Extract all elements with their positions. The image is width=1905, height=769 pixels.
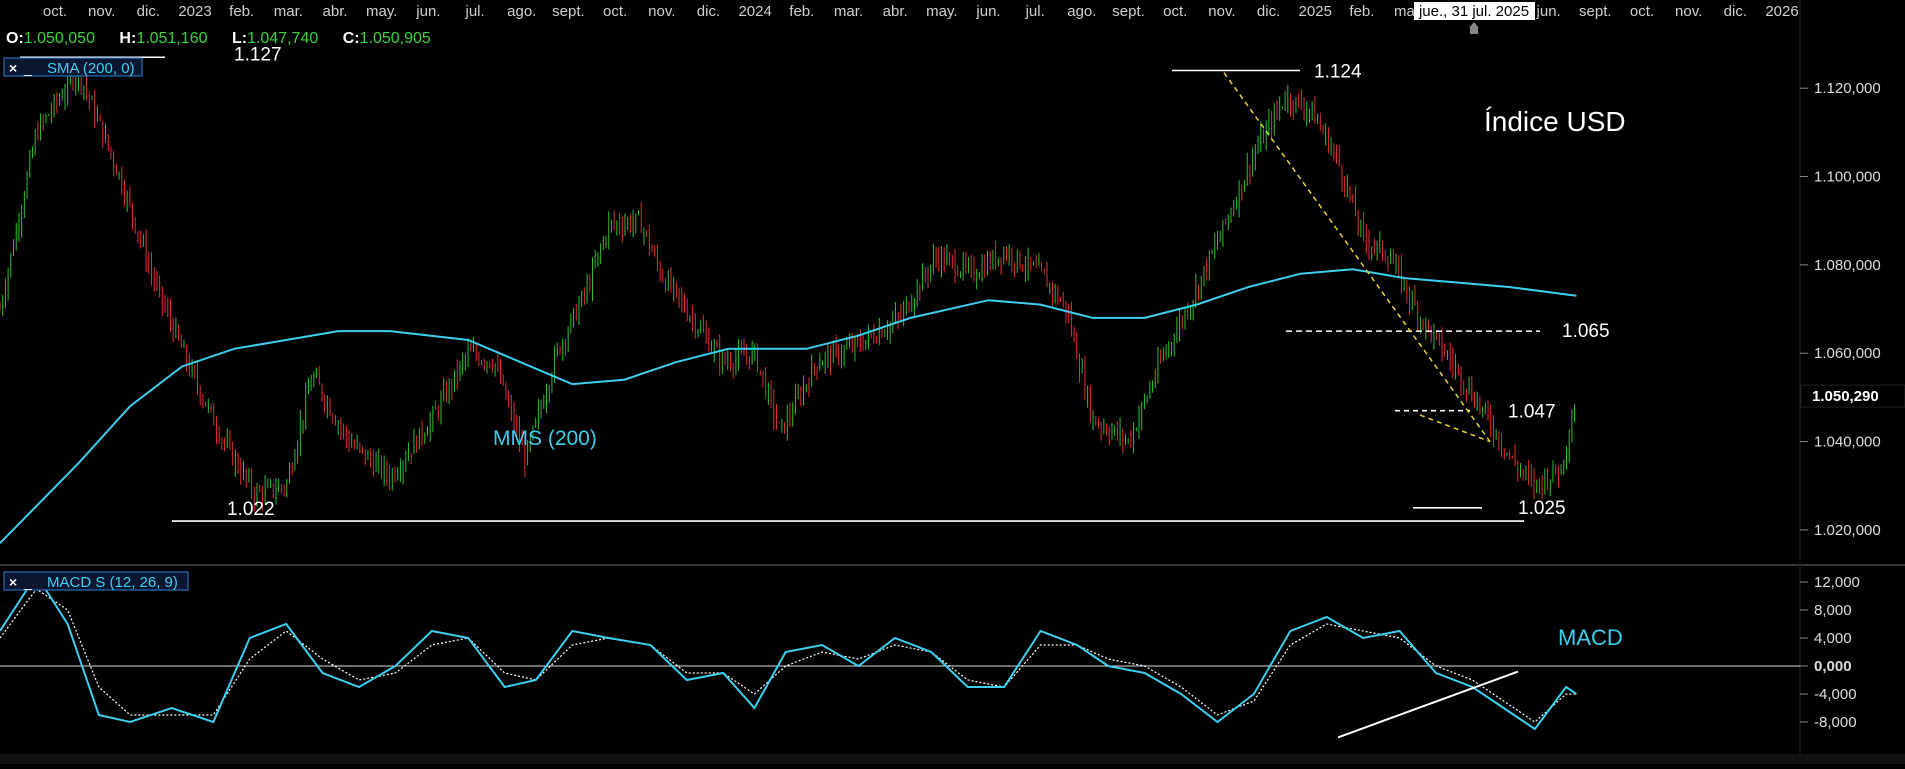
y-tick-label: 12,000: [1814, 574, 1860, 591]
top-date-axis: [0, 0, 1800, 21]
macd-y-axis: 12,000 8,000 4,000 0,000 -4,000 -8,000: [1800, 574, 1860, 731]
date-tick-label: dic.: [1724, 3, 1747, 20]
ohlc-readout: O:1.050,050 H:1.051,160 L:1.047,740 C:1.…: [6, 30, 431, 47]
sma-label: MMS (200): [493, 427, 597, 450]
date-tick-label: oct.: [603, 3, 627, 20]
level-label: 1.047: [1508, 402, 1556, 423]
sma-indicator-chip[interactable]: × _ SMA (200, 0): [3, 57, 143, 77]
y-tick-label: 8,000: [1814, 602, 1852, 619]
y-tick-label: 1.080,000: [1814, 257, 1881, 274]
top-date-axis-labels: oct. nov. dic. 2023 feb. mar. abr. may. jun. jul.…: [43, 3, 1799, 20]
chart-title: Índice USD: [1484, 106, 1626, 137]
price-candles: [0, 62, 1576, 512]
date-tick-label: feb.: [229, 3, 254, 20]
date-tick-label: abr.: [323, 3, 348, 20]
level-label: 1.127: [234, 44, 282, 65]
level-label: 1.022: [227, 499, 275, 520]
y-tick-label: -8,000: [1814, 714, 1857, 731]
date-tick-label: nov.: [648, 3, 675, 20]
date-tick-label: jun.: [415, 3, 440, 20]
ohlc-close-label: C:: [343, 30, 360, 47]
date-tick-label: ago.: [507, 3, 536, 20]
sma-200-line: [0, 268, 1577, 544]
date-tick-label: sept.: [1579, 3, 1612, 20]
date-tick-label: jul.: [464, 3, 484, 20]
date-tick-label: mar.: [834, 3, 863, 20]
last-price-badge: [1800, 384, 1905, 408]
ohlc-close-value: 1.050,905: [360, 30, 431, 47]
y-tick-label: 1.120,000: [1814, 80, 1881, 97]
cursor-date-badge: jue., 31 jul. 2025: [1414, 2, 1535, 34]
macd-series: [0, 573, 1800, 739]
date-tick-label: dic.: [137, 3, 160, 20]
date-tick-label: may.: [926, 3, 957, 20]
sma-chip-label: SMA (200, 0): [47, 60, 135, 77]
macd-signal-line: [0, 588, 1577, 723]
ohlc-low-label: L:: [232, 30, 247, 47]
date-tick-label: nov.: [88, 3, 115, 20]
date-tick-label: mar.: [274, 3, 303, 20]
date-tick-label: oct.: [1163, 3, 1187, 20]
y-tick-label: 1.060,000: [1814, 345, 1881, 362]
ohlc-high-label: H:: [119, 30, 136, 47]
level-label: 1.124: [1314, 62, 1362, 83]
date-tick-label: dic.: [1257, 3, 1280, 20]
downtrend-line: [1223, 72, 1491, 443]
date-tick-label: oct.: [43, 3, 67, 20]
macd-trendline: [1337, 670, 1519, 739]
date-tick-label: jun.: [1536, 3, 1561, 20]
y-tick-label: 1.040,000: [1814, 434, 1881, 451]
price-annotations: 1.127 1.124 1.065 1.047 1.025 1.022 MMS (200): [20, 44, 1610, 522]
cursor-marker-icon: [1469, 22, 1479, 34]
close-icon[interactable]: ×: [9, 60, 17, 76]
date-tick-label: nov.: [1675, 3, 1702, 20]
macd-indicator-chip[interactable]: × _ MACD S (12, 26, 9): [3, 571, 189, 591]
date-tick-label: feb.: [789, 3, 814, 20]
date-tick-label: feb.: [1349, 3, 1374, 20]
date-tick-label: 2023: [178, 3, 211, 20]
date-tick-label: abr.: [883, 3, 908, 20]
y-tick-label: 1.100,000: [1814, 169, 1881, 186]
price-y-axis: 1.120,000 1.100,000 1.080,000 1.060,000 1.04…: [1800, 80, 1905, 539]
ohlc-low-value: 1.047,740: [247, 30, 318, 47]
breakout-line: [1419, 414, 1491, 443]
minimize-icon[interactable]: _: [23, 60, 32, 76]
bottom-scrollbar[interactable]: [0, 754, 1905, 764]
date-tick-label: 2025: [1299, 3, 1332, 20]
date-tick-label: sept.: [552, 3, 585, 20]
date-tick-label: 2026: [1765, 3, 1798, 20]
date-tick-label: ago.: [1067, 3, 1096, 20]
date-tick-label: jul.: [1025, 3, 1045, 20]
date-tick-label: may.: [366, 3, 397, 20]
last-price-label: 1.050,290: [1812, 388, 1879, 405]
ohlc-open-label: O:: [6, 30, 24, 47]
close-icon[interactable]: ×: [9, 574, 17, 590]
date-tick-label: 2024: [738, 3, 771, 20]
level-label: 1.025: [1518, 498, 1566, 519]
ohlc-high-value: 1.051,160: [136, 30, 207, 47]
y-tick-label: 0,000: [1814, 658, 1852, 675]
ohlc-open-value: 1.050,050: [24, 30, 95, 47]
macd-chip-label: MACD S (12, 26, 9): [47, 574, 178, 591]
y-tick-label: 1.020,000: [1814, 522, 1881, 539]
date-tick-label: nov.: [1208, 3, 1235, 20]
cursor-date-label: jue., 31 jul. 2025: [1418, 3, 1529, 20]
minimize-icon[interactable]: _: [23, 574, 32, 590]
date-tick-label: sept.: [1112, 3, 1145, 20]
date-tick-label: jun.: [975, 3, 1000, 20]
level-label: 1.065: [1562, 321, 1610, 342]
macd-title: MACD: [1558, 625, 1623, 650]
svg-text:O:1.050,050 H:1.051,160: O:1.050,050 H:1.051,160 L:1.047,740 C:1.…: [6, 30, 431, 47]
y-tick-label: 4,000: [1814, 630, 1852, 647]
date-tick-label: dic.: [697, 3, 720, 20]
price-series: [0, 268, 1577, 544]
macd-line: [0, 573, 1578, 731]
y-tick-label: -4,000: [1814, 686, 1857, 703]
date-tick-label: oct.: [1630, 3, 1654, 20]
